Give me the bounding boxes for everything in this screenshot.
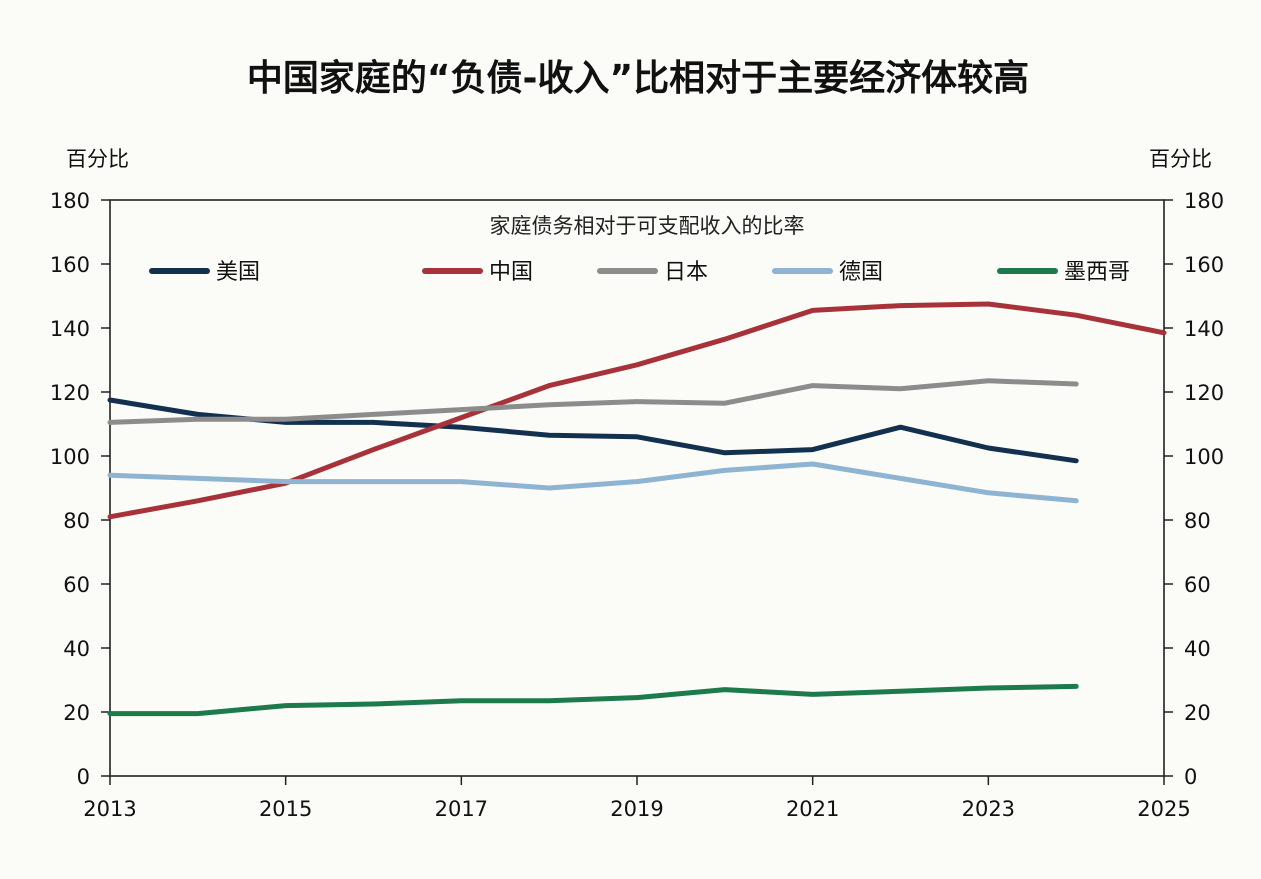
- y-tick-label-right: 120: [1184, 381, 1224, 405]
- legend-label: 美国: [216, 260, 260, 285]
- y-tick-label-left: 180: [50, 189, 90, 213]
- series-line-墨西哥: [107, 683, 1079, 717]
- series-line-德国: [107, 461, 1079, 504]
- x-tick-label: 2017: [435, 797, 488, 821]
- y-tick-label-right: 180: [1184, 189, 1224, 213]
- y-unit-left: 百分比: [66, 147, 129, 171]
- y-tick-label-right: 100: [1184, 445, 1224, 469]
- y-tick-label-left: 40: [63, 637, 90, 661]
- x-tick-label: 2013: [83, 797, 136, 821]
- y-tick-label-left: 140: [50, 317, 90, 341]
- series-layer: [107, 301, 1167, 717]
- series-line-中国: [107, 301, 1167, 520]
- y-tick-label-right: 60: [1184, 573, 1211, 597]
- legend: 美国 中国 日本 德国 墨西哥: [149, 260, 1130, 285]
- y-tick-label-left: 160: [50, 253, 90, 277]
- legend-label: 德国: [839, 260, 883, 285]
- x-tick-label: 2021: [786, 797, 839, 821]
- legend-label: 墨西哥: [1064, 260, 1130, 285]
- series-line-日本: [107, 378, 1079, 425]
- y-unit-right: 百分比: [1149, 147, 1212, 171]
- x-axis: 2013 2015 2017 2019 2021 2023 2025: [83, 776, 1191, 821]
- y-tick-label-right: 40: [1184, 637, 1211, 661]
- series-line-美国: [107, 397, 1079, 464]
- y-tick-label-right: 80: [1184, 509, 1211, 533]
- y-tick-label-left: 100: [50, 445, 90, 469]
- y-tick-label-right: 0: [1184, 765, 1197, 789]
- chart-subtitle: 家庭债务相对于可支配收入的比率: [490, 214, 805, 238]
- legend-label: 日本: [664, 260, 708, 285]
- x-tick-label: 2015: [259, 797, 312, 821]
- x-tick-label: 2023: [962, 797, 1015, 821]
- y-tick-label-right: 140: [1184, 317, 1224, 341]
- x-tick-label: 2019: [610, 797, 663, 821]
- y-tick-label-left: 120: [50, 381, 90, 405]
- y-tick-label-left: 80: [63, 509, 90, 533]
- x-tick-label: 2025: [1137, 797, 1190, 821]
- y-tick-label-right: 160: [1184, 253, 1224, 277]
- y-tick-label-right: 20: [1184, 701, 1211, 725]
- legend-label: 中国: [489, 260, 533, 285]
- y-axis: 0 0 20 20 40 40 60 60 80 80 100 100 120 120 140 140 160 1…: [50, 189, 1224, 789]
- y-tick-label-left: 0: [77, 765, 90, 789]
- y-tick-label-left: 20: [63, 701, 90, 725]
- chart-title: 中国家庭的“负债-收入”比相对于主要经济体较高: [247, 58, 1029, 99]
- y-tick-label-left: 60: [63, 573, 90, 597]
